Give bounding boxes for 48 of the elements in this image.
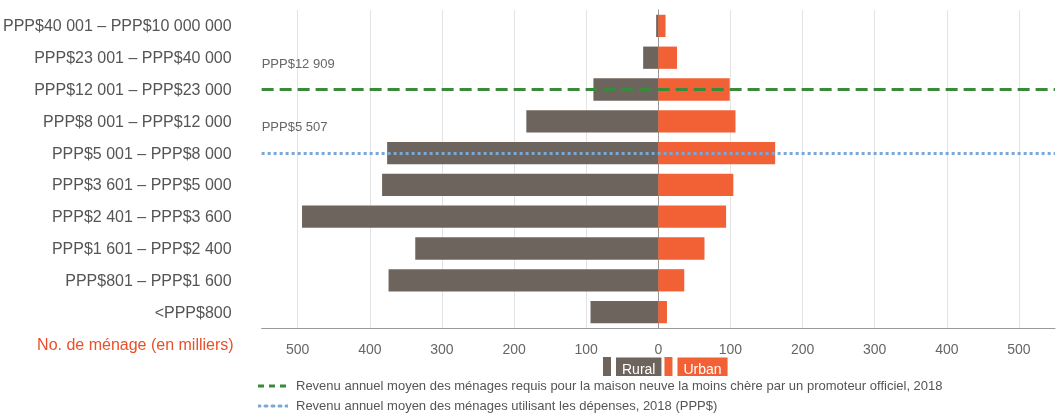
ref-line-label: PPP$12 909 — [261, 55, 335, 71]
text: Revenu annuel moyen des ménages requis pour la maison neuve la moins chère par un promoteur officiel, 2018 — [296, 378, 943, 393]
bar — [415, 237, 659, 260]
y-tick-label: PPP$1 601 – PPP$2 400 — [51, 240, 232, 257]
bar — [656, 14, 659, 38]
bar — [658, 78, 730, 101]
bar — [658, 14, 666, 38]
x-tick-label: 400 — [358, 341, 382, 357]
legend-label: Urban — [683, 360, 722, 377]
y-tick-label: PPP$8 001 – PPP$12 000 — [43, 112, 232, 130]
x-tick-label: 500 — [286, 341, 310, 357]
bar — [526, 110, 659, 133]
y-tick-label: PPP$3 601 – PPP$5 000 — [51, 176, 232, 194]
bar — [593, 78, 659, 101]
y-tick-label: PPP$2 401 – PPP$3 600 — [51, 208, 232, 226]
bar — [387, 141, 659, 165]
text: Revenu annuel moyen des ménages utilisant les dépenses, 2018 (PPP$) — [296, 398, 718, 413]
bar — [302, 205, 659, 228]
bar — [658, 205, 727, 228]
bar — [658, 269, 685, 292]
x-tick-label: 500 — [1007, 341, 1031, 357]
x-axis-title: No. de ménage (en milliers) — [37, 335, 234, 353]
bar — [658, 46, 678, 69]
bar — [658, 300, 667, 324]
y-tick-label: PPP$12 001 – PPP$23 000 — [34, 81, 232, 98]
ref-line-label: PPP$5 507 — [261, 119, 328, 135]
y-tick-label: PPP$40 001 – PPP$10 000 000 — [2, 17, 232, 35]
bar — [590, 300, 659, 324]
x-tick-label: 200 — [790, 341, 815, 357]
bar — [658, 141, 776, 165]
x-tick-label: 100 — [718, 341, 743, 357]
legend-label: Rural — [622, 360, 656, 377]
y-tick-label: PPP$5 001 – PPP$8 000 — [51, 144, 232, 162]
bar — [658, 110, 736, 133]
bar — [382, 173, 659, 197]
bar — [388, 269, 659, 292]
bar — [643, 46, 659, 69]
x-tick-label: 200 — [502, 341, 526, 357]
bar — [658, 237, 705, 260]
x-tick-label: 100 — [574, 341, 599, 357]
x-tick-label: 400 — [935, 341, 959, 357]
y-tick-label: <PPP$800 — [154, 303, 232, 321]
x-tick-label: 300 — [430, 341, 454, 357]
x-tick-label: 0 — [654, 341, 663, 357]
y-tick-label: PPP$23 001 – PPP$40 000 — [34, 49, 232, 67]
x-tick-label: 300 — [863, 341, 887, 357]
y-tick-label: PPP$801 – PPP$1 600 — [65, 271, 232, 289]
bar — [658, 173, 734, 197]
